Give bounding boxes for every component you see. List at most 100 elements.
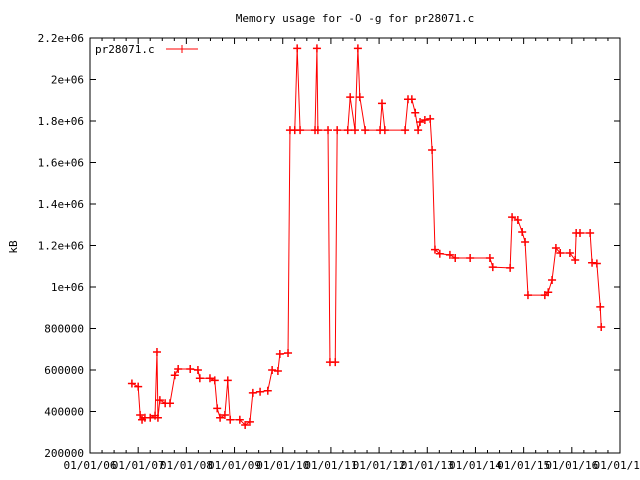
data-point [523,291,532,300]
data-point [485,253,494,262]
data-point [513,215,522,224]
x-tick-label: 01/01/17 [594,459,640,472]
data-point [284,348,293,357]
data-point [273,367,282,376]
data-point [407,95,416,104]
data-point [411,108,420,117]
x-tick-label: 01/01/06 [64,459,117,472]
data-point [351,126,359,135]
data-point [544,288,553,297]
data-point [220,411,229,420]
data-point [548,275,557,284]
data-point [205,374,214,383]
data-point [296,126,305,135]
data-point [420,115,429,124]
y-tick-label: 1.6e+06 [38,157,84,170]
data-point [146,413,155,422]
data-point [565,248,574,257]
data-point [275,350,284,359]
data-point [165,399,174,408]
data-point [170,371,179,380]
data-point [213,404,222,413]
y-tick-label: 1.8e+06 [38,115,84,128]
y-axis-label: kB [7,240,20,254]
x-tick-label: 01/01/13 [401,459,454,472]
data-point [174,364,183,373]
data-point [324,126,333,135]
data-point [355,93,364,102]
data-point [353,44,362,53]
data-point [435,249,444,258]
data-point [576,229,585,238]
data-point [216,413,225,422]
data-point [588,258,597,267]
data-point [518,228,527,237]
data-point [571,256,580,265]
data-point [380,126,389,135]
data-point [263,386,272,395]
chart-title: Memory usage for -O -g for pr28071.c [236,12,474,25]
x-tick-label: 01/01/10 [256,459,309,472]
series-pr28071 [127,44,606,429]
data-point [195,374,204,383]
data-point [451,253,460,262]
data-point [346,93,355,102]
data-point [556,248,565,257]
data-point [343,126,352,135]
y-axis-ticks: 200000 400000 600000 800000 1e+06 1.2e+06 1.4e… [38,32,620,460]
data-point [134,382,143,391]
x-tick-label: 01/01/16 [545,459,598,472]
data-point [361,126,370,135]
y-tick-label: 1e+06 [51,281,84,294]
x-tick-label: 01/01/15 [497,459,550,472]
data-point [152,347,161,356]
data-point [445,250,454,259]
data-point [521,237,530,246]
data-point [551,243,560,252]
y-tick-label: 1.4e+06 [38,198,84,211]
data-point [235,415,244,424]
data-point [430,245,439,254]
data-point [186,364,195,373]
data-point [508,213,517,222]
x-tick-label: 01/01/11 [304,459,357,472]
data-point [592,259,601,268]
data-point [155,396,164,405]
x-tick-label: 01/01/08 [160,459,213,472]
data-point [256,387,265,396]
data-point [331,358,340,367]
data-point [245,417,254,426]
data-point [586,229,595,238]
y-tick-label: 600000 [44,364,84,377]
data-point [401,126,410,135]
y-tick-label: 2e+06 [51,74,84,87]
data-point [313,126,322,135]
y-tick-label: 800000 [44,323,84,336]
y-tick-label: 400000 [44,406,84,419]
data-point [377,99,386,108]
data-point [426,114,435,123]
data-point [428,146,437,155]
data-point [127,379,136,388]
x-tick-label: 01/01/09 [208,459,261,472]
data-point [488,263,497,272]
y-tick-label: 200000 [44,447,84,460]
y-tick-label: 2.2e+06 [38,32,84,45]
x-tick-label: 01/01/12 [353,459,406,472]
y-tick-label: 1.2e+06 [38,240,84,253]
data-point [248,388,257,397]
data-point [136,411,145,420]
x-tick-label: 01/01/07 [112,459,165,472]
legend: pr28071.c [95,43,198,56]
data-point [210,376,219,385]
data-point [153,413,162,422]
data-point [223,376,232,385]
data-point [241,420,250,429]
data-point [506,263,515,272]
data-point [597,323,606,332]
data-point [293,44,302,53]
plot-border [89,37,621,454]
data-point [414,126,423,135]
data-point [416,118,425,127]
